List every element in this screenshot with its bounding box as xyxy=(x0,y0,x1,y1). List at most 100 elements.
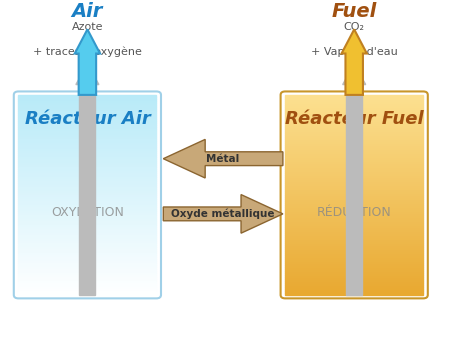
Bar xyxy=(285,242,422,245)
Bar xyxy=(285,221,422,223)
Bar xyxy=(285,211,422,213)
Bar xyxy=(18,187,156,189)
Bar xyxy=(285,207,422,209)
Bar xyxy=(18,225,156,227)
Bar xyxy=(285,169,422,171)
Bar xyxy=(18,241,156,243)
Text: Air: Air xyxy=(72,2,103,21)
Bar xyxy=(285,125,422,127)
Bar xyxy=(285,265,422,267)
Bar xyxy=(79,85,95,295)
Bar xyxy=(285,142,422,145)
Bar xyxy=(18,101,156,103)
Bar xyxy=(285,116,422,119)
Bar xyxy=(285,255,422,257)
Bar xyxy=(285,261,422,263)
Bar xyxy=(285,268,422,271)
Bar xyxy=(285,187,422,189)
Bar xyxy=(285,188,422,191)
Bar xyxy=(285,161,422,163)
Bar xyxy=(18,126,156,129)
Bar xyxy=(18,122,156,125)
Bar xyxy=(285,121,422,123)
Bar xyxy=(285,238,422,241)
Bar xyxy=(18,258,156,261)
Bar xyxy=(285,139,422,141)
Polygon shape xyxy=(163,195,282,233)
Bar xyxy=(18,185,156,187)
Bar xyxy=(285,228,422,231)
Bar xyxy=(285,281,422,283)
Bar xyxy=(285,218,422,221)
Bar xyxy=(18,155,156,157)
Bar xyxy=(18,129,156,131)
Bar xyxy=(285,115,422,117)
Bar xyxy=(285,111,422,113)
Text: Oxyde métallique: Oxyde métallique xyxy=(171,208,274,219)
Bar xyxy=(18,248,156,251)
Bar xyxy=(285,212,422,215)
Bar xyxy=(18,271,156,273)
Bar xyxy=(18,268,156,271)
Bar xyxy=(18,182,156,185)
Text: Réacteur Fuel: Réacteur Fuel xyxy=(284,110,423,128)
Bar xyxy=(18,121,156,123)
Bar xyxy=(285,237,422,239)
Bar xyxy=(18,281,156,283)
Bar xyxy=(18,142,156,145)
Bar xyxy=(18,263,156,265)
Bar xyxy=(18,235,156,237)
Bar xyxy=(285,231,422,233)
Bar xyxy=(18,205,156,207)
Bar xyxy=(285,227,422,229)
Bar xyxy=(18,247,156,249)
Bar xyxy=(18,242,156,245)
Bar xyxy=(285,101,422,103)
Bar xyxy=(18,167,156,169)
Bar xyxy=(18,99,156,101)
Bar xyxy=(18,172,156,175)
Bar xyxy=(18,202,156,205)
Text: RÉDUCTION: RÉDUCTION xyxy=(316,206,391,218)
Bar xyxy=(285,263,422,265)
Bar xyxy=(285,198,422,201)
Text: Réacteur Air: Réacteur Air xyxy=(24,110,150,128)
Bar xyxy=(285,191,422,193)
Bar xyxy=(18,288,156,291)
Bar xyxy=(285,122,422,125)
Bar xyxy=(18,257,156,259)
Polygon shape xyxy=(342,64,365,85)
Bar xyxy=(285,131,422,133)
Bar xyxy=(18,287,156,289)
Bar xyxy=(18,237,156,239)
Bar xyxy=(285,137,422,139)
Bar xyxy=(285,267,422,269)
Bar xyxy=(18,147,156,149)
Bar xyxy=(285,178,422,181)
Bar xyxy=(18,149,156,151)
Polygon shape xyxy=(75,29,100,95)
Bar xyxy=(18,232,156,235)
Bar xyxy=(285,135,422,137)
Bar xyxy=(18,192,156,195)
Bar xyxy=(18,227,156,229)
Bar xyxy=(18,283,156,285)
Bar xyxy=(285,287,422,289)
Text: OXYDATION: OXYDATION xyxy=(51,206,123,218)
Bar xyxy=(285,105,422,107)
Bar xyxy=(18,215,156,217)
Bar xyxy=(18,119,156,121)
Text: Azote: Azote xyxy=(72,22,103,32)
Bar xyxy=(18,238,156,241)
Bar xyxy=(285,171,422,173)
Bar xyxy=(18,181,156,183)
Polygon shape xyxy=(163,139,282,178)
Bar xyxy=(18,139,156,141)
Bar xyxy=(285,167,422,169)
Bar xyxy=(285,145,422,147)
Bar xyxy=(18,255,156,257)
Bar xyxy=(285,271,422,273)
Bar xyxy=(18,162,156,165)
Bar xyxy=(285,215,422,217)
Bar xyxy=(285,126,422,129)
